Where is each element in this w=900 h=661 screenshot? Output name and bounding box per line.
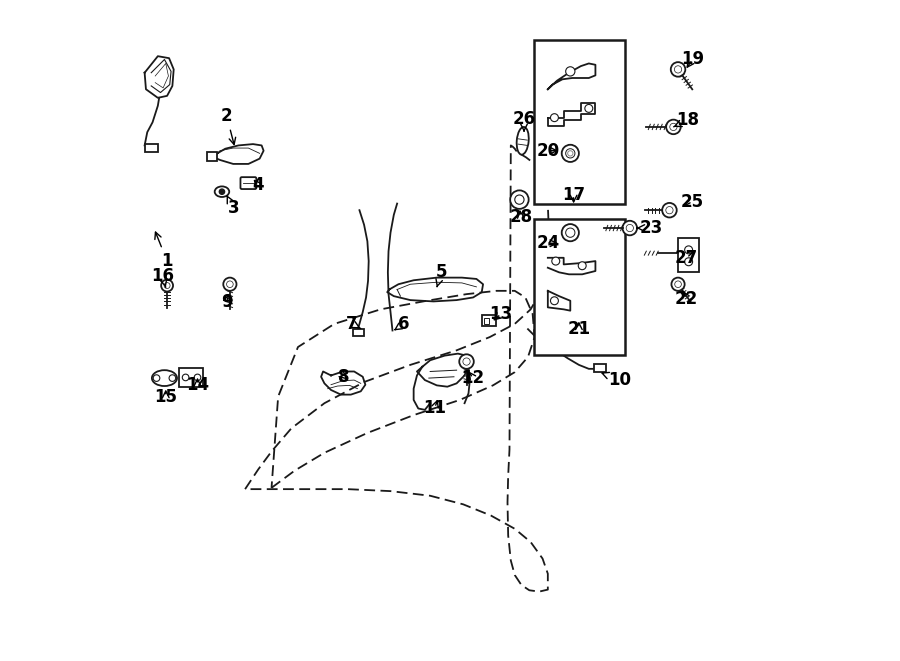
Bar <box>179 368 203 387</box>
Circle shape <box>551 114 558 122</box>
Text: 4: 4 <box>253 176 264 194</box>
Text: 12: 12 <box>462 369 485 387</box>
Text: 27: 27 <box>675 249 698 267</box>
Circle shape <box>223 278 237 291</box>
Circle shape <box>670 124 677 131</box>
Text: 9: 9 <box>220 293 232 311</box>
Text: 21: 21 <box>567 319 590 338</box>
Circle shape <box>551 297 558 305</box>
Circle shape <box>562 145 579 162</box>
Circle shape <box>685 258 693 266</box>
Circle shape <box>562 224 579 241</box>
Bar <box>207 152 217 161</box>
Text: 24: 24 <box>536 234 560 253</box>
Text: 1: 1 <box>155 232 173 270</box>
Text: 15: 15 <box>154 387 177 406</box>
Circle shape <box>685 246 693 254</box>
Bar <box>482 315 496 326</box>
Text: 8: 8 <box>338 368 350 386</box>
Circle shape <box>194 374 201 381</box>
Circle shape <box>552 257 560 265</box>
Bar <box>354 329 364 336</box>
Text: 22: 22 <box>675 290 698 308</box>
Circle shape <box>164 283 170 288</box>
Bar <box>483 318 489 324</box>
Text: 18: 18 <box>674 111 699 130</box>
Text: 26: 26 <box>512 110 535 131</box>
Circle shape <box>666 120 680 134</box>
Circle shape <box>578 262 586 270</box>
Circle shape <box>626 224 634 231</box>
Circle shape <box>568 151 573 156</box>
Circle shape <box>169 375 176 381</box>
Circle shape <box>153 375 160 381</box>
Circle shape <box>510 190 528 209</box>
Text: 19: 19 <box>681 50 704 69</box>
Bar <box>145 144 158 152</box>
Text: 23: 23 <box>637 219 663 237</box>
Bar <box>534 40 625 204</box>
Circle shape <box>585 104 593 112</box>
Circle shape <box>220 189 225 194</box>
Circle shape <box>675 281 681 288</box>
Circle shape <box>674 65 681 73</box>
Circle shape <box>662 203 677 217</box>
Text: 13: 13 <box>490 305 512 323</box>
Bar <box>678 238 699 272</box>
Text: 11: 11 <box>423 399 446 417</box>
Ellipse shape <box>152 370 177 386</box>
Circle shape <box>566 228 575 237</box>
Circle shape <box>623 221 637 235</box>
Circle shape <box>227 281 233 288</box>
Text: 5: 5 <box>436 263 447 287</box>
Circle shape <box>566 149 575 158</box>
Text: 20: 20 <box>536 141 560 160</box>
Text: 25: 25 <box>681 192 704 211</box>
Circle shape <box>666 206 673 214</box>
Text: 14: 14 <box>186 375 209 394</box>
Circle shape <box>463 358 470 365</box>
Text: 3: 3 <box>227 196 239 217</box>
Circle shape <box>459 354 473 369</box>
FancyBboxPatch shape <box>240 177 256 189</box>
Text: 16: 16 <box>151 266 174 288</box>
Circle shape <box>670 62 685 77</box>
Circle shape <box>515 195 524 204</box>
Text: 2: 2 <box>220 106 236 145</box>
Text: 7: 7 <box>346 315 361 333</box>
Circle shape <box>671 278 685 291</box>
Text: 10: 10 <box>602 371 632 389</box>
Text: 6: 6 <box>395 315 410 333</box>
Circle shape <box>566 67 575 76</box>
Ellipse shape <box>215 186 230 197</box>
Circle shape <box>161 280 173 292</box>
Bar <box>534 219 625 355</box>
Text: 28: 28 <box>509 208 532 226</box>
Text: 17: 17 <box>562 186 585 204</box>
Ellipse shape <box>517 127 529 155</box>
Circle shape <box>183 374 189 381</box>
Bar <box>594 364 606 372</box>
